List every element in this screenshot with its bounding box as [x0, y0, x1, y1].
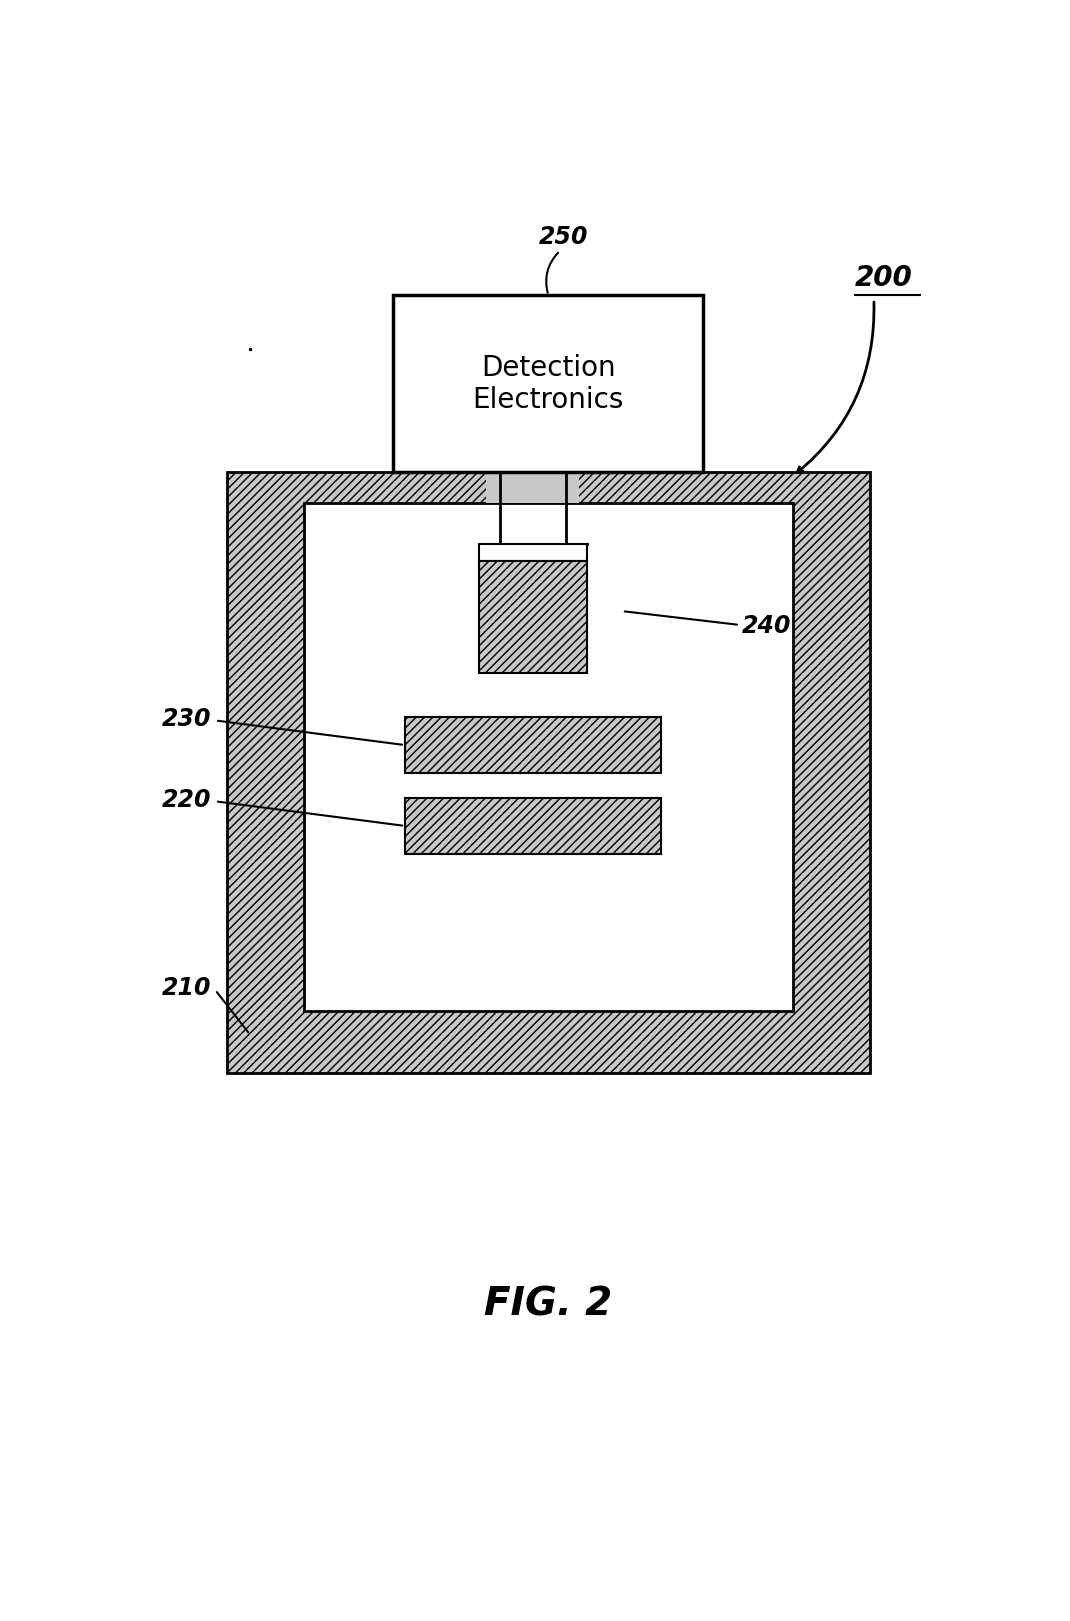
Text: 240: 240	[743, 614, 792, 639]
Text: 210: 210	[162, 976, 211, 1000]
Bar	[406, 798, 661, 854]
Text: Detection
Electronics: Detection Electronics	[473, 353, 624, 413]
Bar	[394, 295, 703, 472]
Text: FIG. 2: FIG. 2	[485, 1285, 612, 1323]
Text: 220: 220	[162, 788, 211, 812]
Text: 230: 230	[162, 707, 211, 731]
Bar	[478, 545, 587, 561]
Text: 250: 250	[539, 225, 588, 250]
Bar	[227, 472, 870, 1073]
Text: 200: 200	[855, 264, 913, 292]
Bar	[487, 472, 579, 503]
Bar	[478, 561, 587, 673]
Bar	[304, 503, 793, 1012]
Bar	[406, 718, 661, 773]
